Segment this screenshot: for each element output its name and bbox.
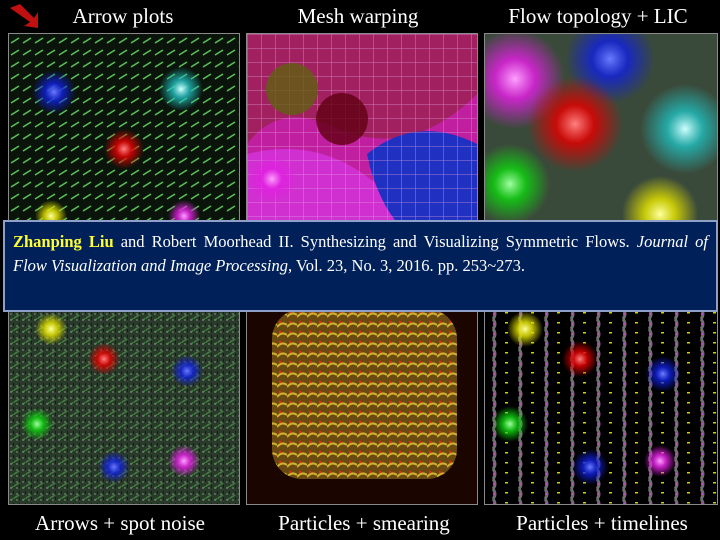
topology-lic-image — [484, 33, 718, 235]
arrow-plot-image — [8, 33, 240, 235]
citation-box: Zhanping Liu and Robert Moorhead II. Syn… — [3, 220, 718, 312]
caption: Arrow plots — [72, 4, 174, 28]
logo-arrow — [10, 4, 38, 28]
citation-author[interactable]: Zhanping Liu — [13, 232, 114, 251]
caption: Mesh warping — [297, 4, 419, 28]
caption: Particles + timelines — [516, 511, 688, 535]
caption: Arrows + spot noise — [35, 511, 205, 535]
caption: Particles + smearing — [278, 511, 450, 535]
timelines-image — [484, 298, 718, 505]
caption: Flow topology + LIC — [508, 4, 688, 28]
citation-text: , Vol. 23, No. 3, 2016. pp. 253~273. — [287, 256, 526, 275]
citation-journal: Journal of Flow Visualization and Image … — [13, 232, 709, 275]
mesh-warping-image — [246, 33, 478, 235]
spot-noise-image — [8, 298, 240, 505]
smearing-image — [246, 298, 478, 505]
citation-text: and Robert Moorhead II. Synthesizing and… — [113, 232, 637, 251]
